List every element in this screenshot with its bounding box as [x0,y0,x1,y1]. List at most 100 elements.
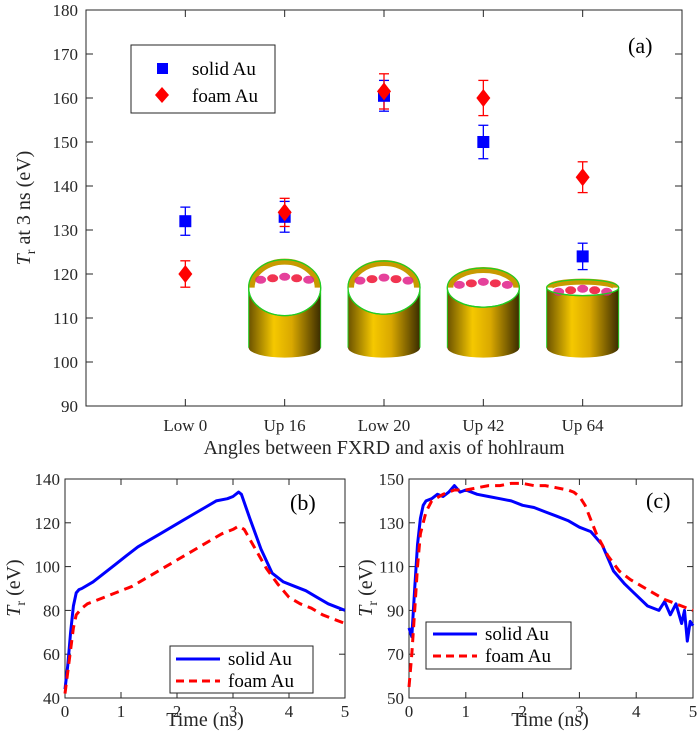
hohlraum-body [546,287,619,358]
hohlraum-inner-wall [248,258,321,288]
panel-c-ytick-label: 70 [387,645,404,664]
laser-spot [279,272,291,281]
panel-c-ylabel-text: (eV) [355,559,377,601]
panel-c-line-solid-au [407,484,695,643]
panel-a-ytick-label: 170 [53,45,79,64]
panel-c-ytick-label: 150 [379,470,405,489]
panel-a-xlabel: Angles between FXRD and axis of hohlraum [203,437,564,459]
panel-b-xtick-label: 0 [61,702,70,721]
panel-b-ylabel-text: (eV) [3,559,25,601]
panel-c-ytick-label: 50 [387,689,404,708]
panel-c-xtick-label: 3 [575,702,584,721]
panel-b-label: (b) [290,490,316,515]
laser-spot [303,275,315,284]
panel-c-legend-foam-label: foam Au [485,646,551,667]
point-foam-au [277,203,292,222]
panel-b-ytick-label: 100 [35,558,61,577]
point-foam-au [575,168,590,187]
panel-a-legend-box [130,44,276,114]
laser-spot [390,275,402,284]
panel-b-ytick-label: 40 [43,689,60,708]
panel-a-ytick-label: 100 [53,353,79,372]
panel-a-y-ticks: 90 100 110 120 130 140 150 160 170 180 [53,1,682,416]
panel-a-ytick-label: 110 [53,309,78,328]
panel-a-ytick-label: 90 [61,397,78,416]
panel-a-ylabel-subscript: r [24,249,39,254]
panel-a-xtick-label: Up 16 [264,416,306,435]
panel-c-ylabel: Tr (eV) [355,559,381,616]
panel-b-line-solid-au [63,490,346,690]
laser-spot [402,276,414,285]
panel-b-ylabel-symbol: T [3,604,25,617]
laser-spot [354,276,366,285]
panel-a-ylabel: Tr at 3 ns (eV) [13,151,39,266]
panel-a-points [178,82,590,283]
panel-b-xtick-label: 1 [117,702,126,721]
panel-b-lines [63,490,346,694]
point-foam-au [377,82,391,101]
point-foam-au [178,265,193,283]
laser-spot [453,280,465,289]
panel-c-ylabel-subscript: r [366,601,381,606]
panel-a-ytick-label: 180 [53,1,79,20]
panel-a-legend: solid Au foam Au [130,44,276,114]
laser-spot [465,279,477,288]
panel-a-x-ticks: Low 0 Up 16 Low 20 Up 42 Up 64 [163,10,604,435]
panel-b-ytick-label: 80 [43,601,60,620]
hohlraum-cylinder [248,258,322,358]
panel-b-ylabel: Tr (eV) [3,559,29,616]
laser-spot [589,286,601,295]
panel-a-ylabel-text: at 3 ns (eV) [13,151,35,250]
panel-c-ytick-label: 90 [387,601,404,620]
point-solid-au [179,215,192,228]
panel-a-ytick-label: 160 [53,89,79,108]
panel-b-ytick-label: 60 [43,645,60,664]
panel-a-label: (a) [628,33,652,58]
laser-spot [477,277,489,286]
hohlraum-cylinder [546,278,620,358]
laser-spot [267,274,279,283]
panel-b-ylabel-subscript: r [14,601,29,606]
hohlraum-inner-wall [348,260,420,288]
panel-a-xtick-label: Low 0 [163,416,207,435]
panel-c-ylabel-symbol: T [355,604,377,617]
laser-spot [291,274,303,283]
panel-c-xtick-label: 1 [462,702,471,721]
panel-c-y-ticks: 50 70 90 110 130 150 [379,470,693,708]
panel-b-x-ticks: 0 1 2 3 4 5 [61,479,349,721]
laser-spot [489,279,501,288]
panel-a-ytick-label: 140 [53,177,79,196]
panel-c-x-ticks: 0 1 2 3 4 5 [405,479,698,721]
panel-c-xlabel: Time (ns) [511,709,589,731]
panel-a-xtick-label: Low 20 [358,416,410,435]
laser-spot [565,286,577,295]
hohlraum-cylinder [347,260,421,358]
panel-c-legend-solid-label: solid Au [485,624,549,645]
panel-a-ytick-label: 150 [53,133,79,152]
panel-b-xtick-label: 4 [285,702,294,721]
laser-spot [577,284,589,293]
point-solid-au [477,136,490,148]
laser-spot [255,275,267,284]
panel-a-ylabel-symbol: T [13,252,35,265]
hohlraum-insets [248,258,620,358]
panel-b-xtick-label: 2 [173,702,182,721]
panel-c-xtick-label: 4 [632,702,641,721]
panel-b-xlabel: Time (ns) [166,709,244,731]
panel-b-line-foam-au [63,524,346,694]
point-solid-au [576,250,589,263]
panel-c-xtick-label: 0 [405,702,414,721]
panel-c-legend-box [425,621,572,670]
panel-b-legend-foam-label: foam Au [228,671,294,692]
panel-b-legend-solid-label: solid Au [228,649,292,670]
panel-c-ytick-label: 110 [379,558,404,577]
panel-c-xtick-label: 5 [689,702,698,721]
panel-b-ytick-label: 120 [35,514,61,533]
panel-c-line-foam-au [407,481,694,688]
panel-c: 50 70 90 110 130 150 0 1 2 3 4 5 Time (ns) Tr (eV)… [355,470,697,731]
legend-solid-label: solid Au [192,59,256,80]
panel-b: 40 60 80 100 120 140 0 1 2 3 4 5 Time (ns) Tr (eV)… [3,470,349,731]
legend-foam-label: foam Au [192,86,258,107]
laser-spot [366,275,378,284]
